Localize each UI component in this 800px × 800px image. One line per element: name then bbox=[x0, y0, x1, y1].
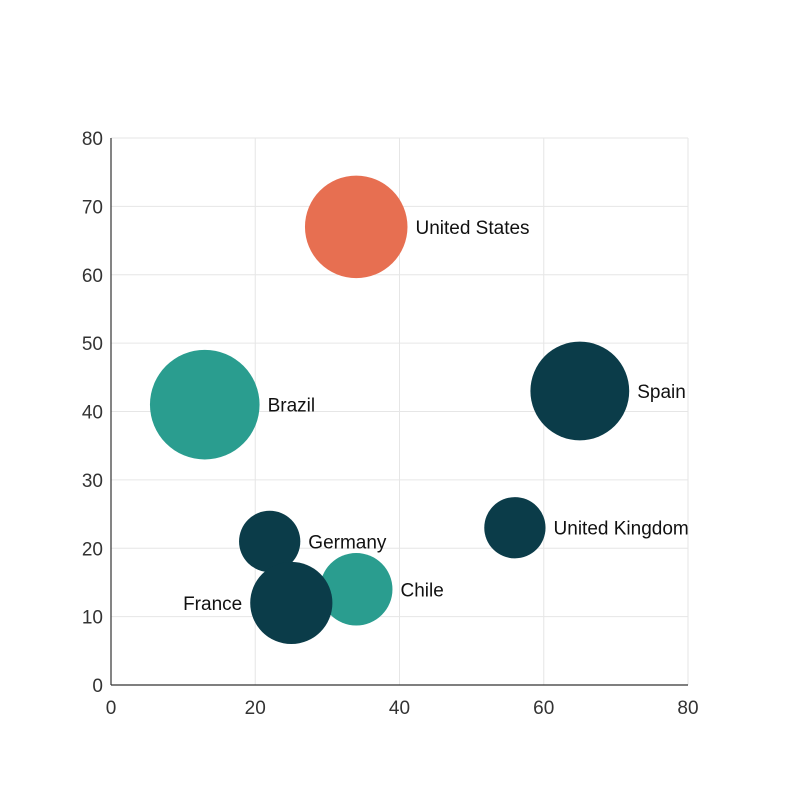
y-tick-label-40: 40 bbox=[82, 403, 103, 424]
bubble-united-states[interactable] bbox=[304, 175, 408, 279]
bubble-labels: United States Brazil Spain United Kingdom Ge… bbox=[183, 218, 689, 615]
axes bbox=[110, 138, 688, 686]
x-tick-label-20: 20 bbox=[245, 698, 266, 719]
bubble-label-chile: Chile bbox=[400, 580, 443, 601]
bubble-chile[interactable] bbox=[319, 553, 393, 626]
bubble-spain[interactable] bbox=[530, 341, 630, 441]
y-tick-label-60: 60 bbox=[82, 266, 103, 287]
tick-labels: 0 20 40 60 80 0 10 20 30 40 50 60 70 80 bbox=[82, 129, 699, 719]
y-tick-label-0: 0 bbox=[92, 676, 103, 697]
bubbles bbox=[149, 175, 630, 645]
y-tick-label-10: 10 bbox=[82, 608, 103, 629]
bubble-germany[interactable] bbox=[239, 510, 301, 573]
bubble-label-spain: Spain bbox=[637, 382, 686, 403]
bubble-label-france: France bbox=[183, 594, 242, 615]
bubble-united-kingdom[interactable] bbox=[484, 497, 546, 559]
x-tick-label-60: 60 bbox=[533, 698, 554, 719]
y-tick-label-20: 20 bbox=[82, 539, 103, 560]
bubble-france[interactable] bbox=[250, 561, 333, 645]
x-tick-label-0: 0 bbox=[106, 698, 117, 719]
y-tick-label-80: 80 bbox=[82, 129, 103, 150]
y-tick-label-50: 50 bbox=[82, 334, 103, 355]
bubble-label-united-kingdom: United Kingdom bbox=[554, 519, 689, 540]
bubble-label-brazil: Brazil bbox=[268, 396, 316, 417]
y-tick-label-70: 70 bbox=[82, 197, 103, 218]
x-tick-label-80: 80 bbox=[677, 698, 698, 719]
bubble-label-germany: Germany bbox=[308, 532, 387, 553]
bubble-label-united-states: United States bbox=[415, 218, 529, 239]
y-tick-label-30: 30 bbox=[82, 471, 103, 492]
bubble-brazil[interactable] bbox=[149, 349, 260, 460]
x-tick-label-40: 40 bbox=[389, 698, 410, 719]
